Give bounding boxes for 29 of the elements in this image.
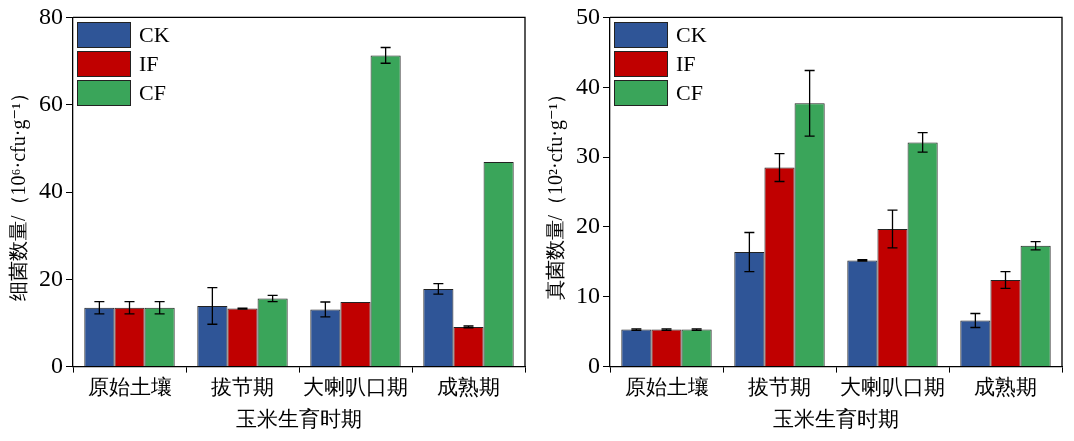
y-tick-label: 60 bbox=[39, 90, 63, 116]
y-tick-label: 30 bbox=[576, 142, 600, 169]
y-tick-label: 40 bbox=[39, 177, 63, 204]
y-tick-label: 10 bbox=[576, 282, 600, 309]
y-axis-title: 真菌数量/（10²·cfu·g⁻¹） bbox=[544, 83, 568, 301]
x-tick-label: 大喇叭口期 bbox=[303, 374, 408, 399]
y-tick-label: 20 bbox=[39, 264, 63, 291]
legend-label: CK bbox=[139, 21, 170, 48]
x-tick-label: 拔节期 bbox=[211, 374, 274, 399]
y-tick-label: 80 bbox=[39, 2, 63, 29]
y-tick-label: 20 bbox=[576, 212, 600, 239]
legend-label: IF bbox=[139, 50, 159, 77]
x-tick-label: 成熟期 bbox=[974, 374, 1037, 399]
x-axis-title: 玉米生育时期 bbox=[773, 406, 899, 431]
y-tick-label: 50 bbox=[576, 2, 600, 29]
y-tick-label: 0 bbox=[51, 351, 63, 378]
x-tick-label: 拔节期 bbox=[748, 374, 811, 399]
y-tick-label: 0 bbox=[588, 351, 600, 378]
legend-label: CF bbox=[139, 79, 166, 106]
legend-label: CF bbox=[676, 79, 703, 106]
x-tick-label: 大喇叭口期 bbox=[840, 374, 945, 399]
legend-label: CK bbox=[676, 21, 707, 48]
y-axis-title: 细菌数量/（10⁶·cfu·g⁻¹） bbox=[7, 83, 31, 301]
x-tick-label: 原始土壤 bbox=[624, 374, 709, 399]
y-tick-label: 40 bbox=[576, 72, 600, 99]
legend-label: IF bbox=[676, 50, 696, 77]
x-tick-label: 原始土壤 bbox=[87, 374, 172, 399]
x-tick-label: 成熟期 bbox=[437, 374, 500, 399]
x-axis-title: 玉米生育时期 bbox=[236, 406, 362, 431]
